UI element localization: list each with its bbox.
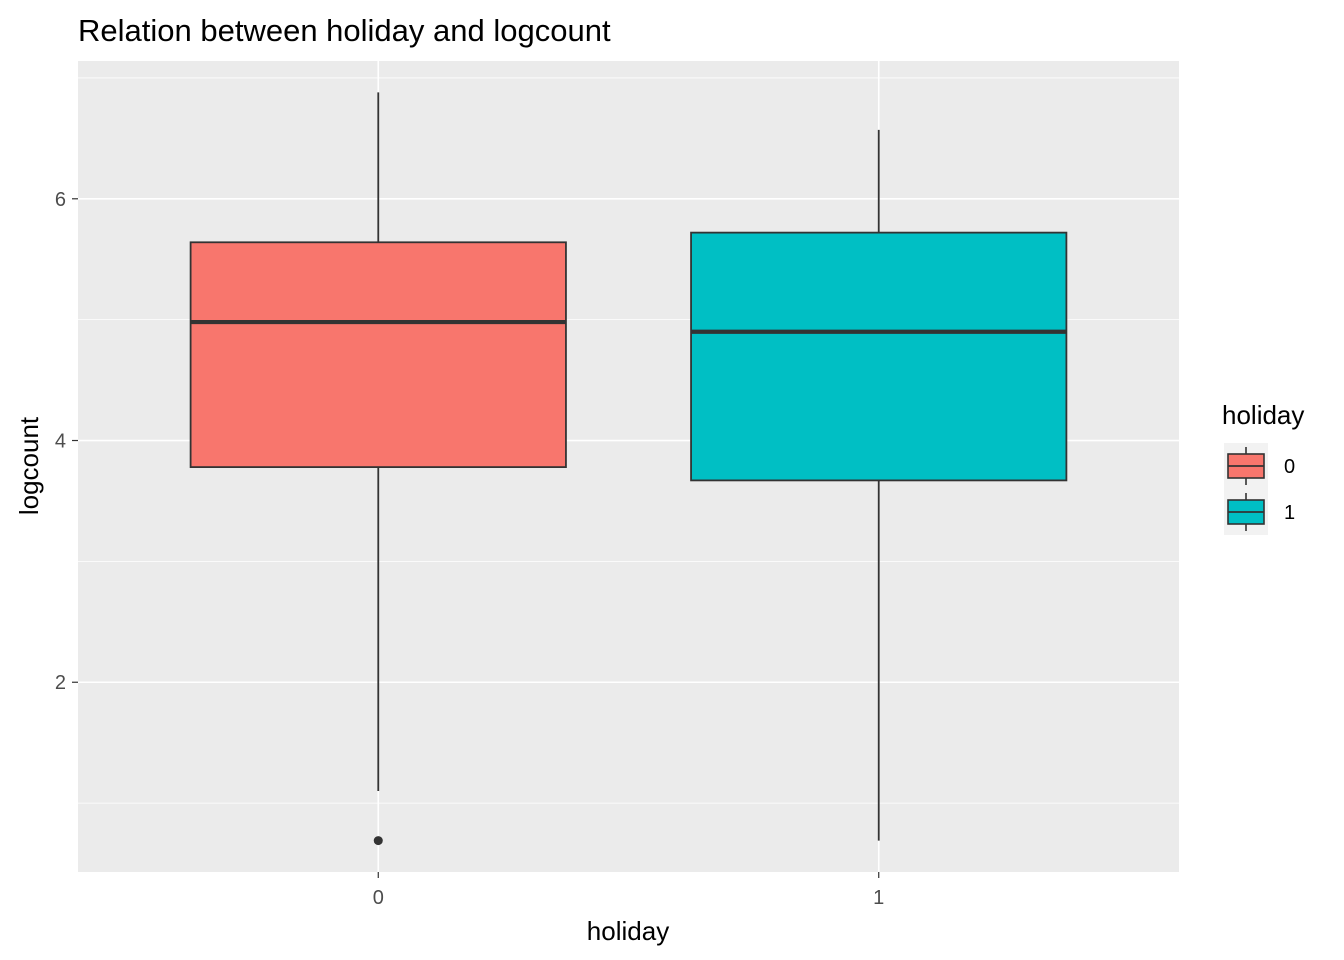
y-tick-label: 4 xyxy=(55,431,66,453)
y-axis-title: logcount xyxy=(14,416,44,515)
box-1 xyxy=(690,129,1068,841)
x-tick-label: 1 xyxy=(873,887,884,909)
legend-title: holiday xyxy=(1222,400,1304,430)
legend-item-0: 0 xyxy=(1224,443,1295,489)
chart-title: Relation between holiday and logcount xyxy=(78,13,611,48)
legend-label: 0 xyxy=(1284,456,1295,478)
legend: holiday 0 1 xyxy=(1222,400,1304,535)
y-axis: 2 4 6 xyxy=(55,189,78,694)
outlier-point xyxy=(373,836,383,846)
box-iqr xyxy=(189,241,567,469)
y-tick-label: 6 xyxy=(55,189,66,211)
legend-label: 1 xyxy=(1284,502,1295,524)
boxplot-layer xyxy=(189,92,1068,846)
box-0 xyxy=(189,92,567,846)
legend-item-1: 1 xyxy=(1224,489,1295,535)
x-axis-title: holiday xyxy=(587,916,669,946)
box-iqr xyxy=(690,231,1068,482)
y-tick-label: 2 xyxy=(55,672,66,694)
x-tick-label: 0 xyxy=(373,887,384,909)
